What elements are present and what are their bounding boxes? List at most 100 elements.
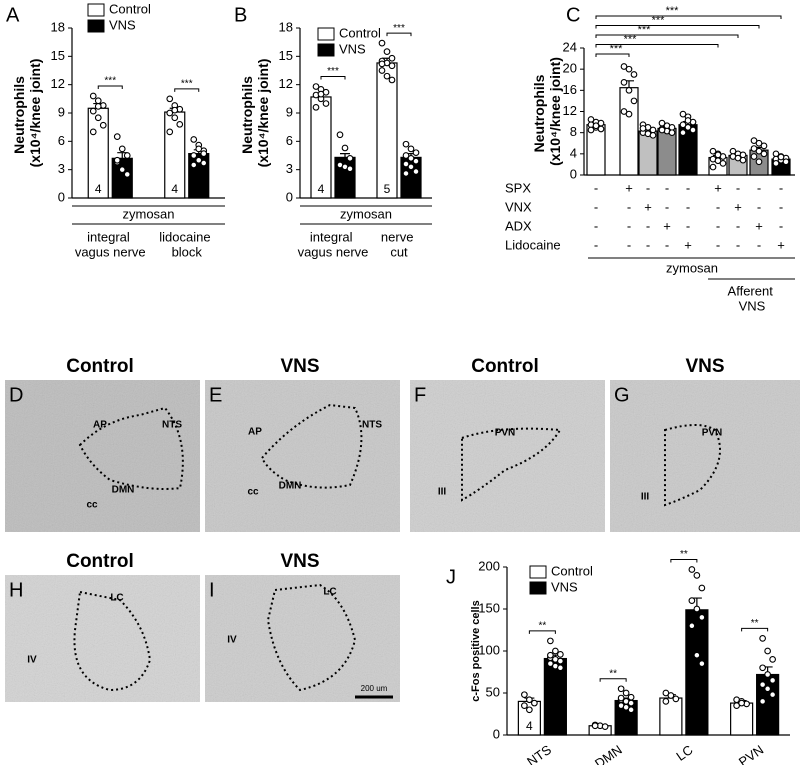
data-point	[719, 160, 727, 167]
y-tick-label: 24	[563, 39, 577, 54]
scale-bar-label: 200 um	[361, 684, 388, 693]
data-point	[166, 95, 174, 103]
data-point	[557, 651, 564, 658]
data-point	[627, 706, 635, 714]
y-tick-label: 100	[478, 642, 500, 657]
data-point	[709, 147, 717, 155]
treatment-sign: -	[627, 218, 631, 233]
data-point	[684, 124, 692, 131]
data-point	[412, 149, 420, 157]
y-tick-label: 150	[478, 600, 500, 615]
data-point	[407, 154, 415, 162]
panel-letter: H	[9, 579, 23, 601]
treatment-name: ADX	[505, 218, 532, 233]
data-point	[341, 144, 349, 152]
data-point	[322, 100, 330, 107]
treatment-sign: +	[777, 237, 785, 252]
y-axis-label: Neutrophils (x10⁴/knee joint)	[239, 59, 271, 168]
y-tick-label: 50	[486, 684, 500, 699]
data-point	[412, 168, 420, 175]
data-point	[312, 103, 320, 111]
data-point	[531, 699, 538, 707]
data-point	[383, 72, 391, 80]
treatment-name: Lidocaine	[505, 237, 561, 252]
data-point	[679, 121, 687, 129]
significance-bracket	[528, 630, 556, 634]
treatment-sign: -	[627, 237, 631, 252]
region-label: LC	[110, 593, 123, 604]
data-point	[620, 79, 628, 86]
legend-label: Control	[109, 1, 151, 16]
significance-bracket	[97, 85, 123, 89]
data-point	[693, 651, 701, 659]
y-tick-label: 15	[279, 48, 293, 63]
data-point	[772, 160, 780, 167]
n-label: 4	[95, 182, 102, 196]
data-point	[388, 76, 396, 84]
data-point	[739, 156, 747, 164]
y-tick-label: 3	[58, 161, 65, 176]
data-point	[346, 165, 354, 173]
significance-bracket	[595, 53, 630, 57]
n-label: 3	[342, 182, 349, 196]
significance-label: ***	[610, 43, 624, 55]
data-point	[166, 128, 174, 136]
y-tick-label: 15	[51, 48, 65, 63]
y-tick-label: 18	[51, 19, 65, 34]
region-label: IV	[27, 655, 37, 666]
data-point	[557, 657, 564, 665]
data-point	[94, 114, 102, 122]
panel-letter: E	[209, 384, 222, 406]
data-point	[764, 685, 771, 693]
treatment-sign: +	[714, 180, 722, 195]
data-point	[679, 110, 687, 118]
treatment-sign: -	[594, 180, 598, 195]
n-label: 3	[119, 182, 126, 196]
x-tick-label: PVN	[736, 742, 767, 765]
data-point	[200, 150, 208, 157]
image-title: Control	[471, 356, 539, 377]
legend-label: Control	[339, 25, 381, 40]
data-point	[617, 685, 625, 693]
treatment-sign: -	[736, 218, 740, 233]
y-tick-label: 0	[493, 726, 500, 741]
data-point	[407, 145, 415, 153]
treatment-name: SPX	[505, 180, 531, 195]
treatment-sign: +	[755, 218, 763, 233]
legend-label: VNS	[551, 579, 578, 594]
y-tick-label: 12	[51, 76, 65, 91]
data-point	[383, 48, 391, 55]
treatment-sign: -	[665, 199, 669, 214]
significance-label: ***	[652, 14, 666, 26]
y-tick-label: 0	[570, 166, 577, 181]
treatment-sign: +	[663, 218, 671, 233]
significance-bracket	[599, 678, 627, 682]
data-point	[171, 106, 179, 114]
n-label: 5	[408, 182, 415, 196]
y-tick-label: 6	[286, 133, 293, 148]
data-point	[627, 693, 635, 701]
data-point	[388, 54, 396, 62]
data-point	[639, 125, 647, 132]
x-tick-label: integral vagus nerve	[75, 230, 146, 260]
y-tick-label: 20	[563, 61, 577, 76]
micrograph-texture	[205, 380, 400, 532]
region-outline	[664, 424, 721, 507]
data-point	[625, 65, 633, 73]
data-point	[709, 163, 717, 171]
y-tick-label: 9	[58, 104, 65, 119]
treatment-sign: -	[736, 237, 740, 252]
data-point	[759, 635, 766, 642]
bar	[730, 702, 754, 736]
data-point	[118, 145, 126, 153]
image-title: VNS	[685, 356, 724, 377]
data-point	[166, 109, 174, 117]
bar	[376, 62, 398, 199]
treatment-sign: -	[665, 180, 669, 195]
data-point	[714, 151, 722, 159]
data-point	[388, 62, 396, 70]
panel-letter: G	[614, 384, 630, 406]
n-label: 4	[526, 719, 533, 733]
significance-bracket	[320, 76, 346, 80]
